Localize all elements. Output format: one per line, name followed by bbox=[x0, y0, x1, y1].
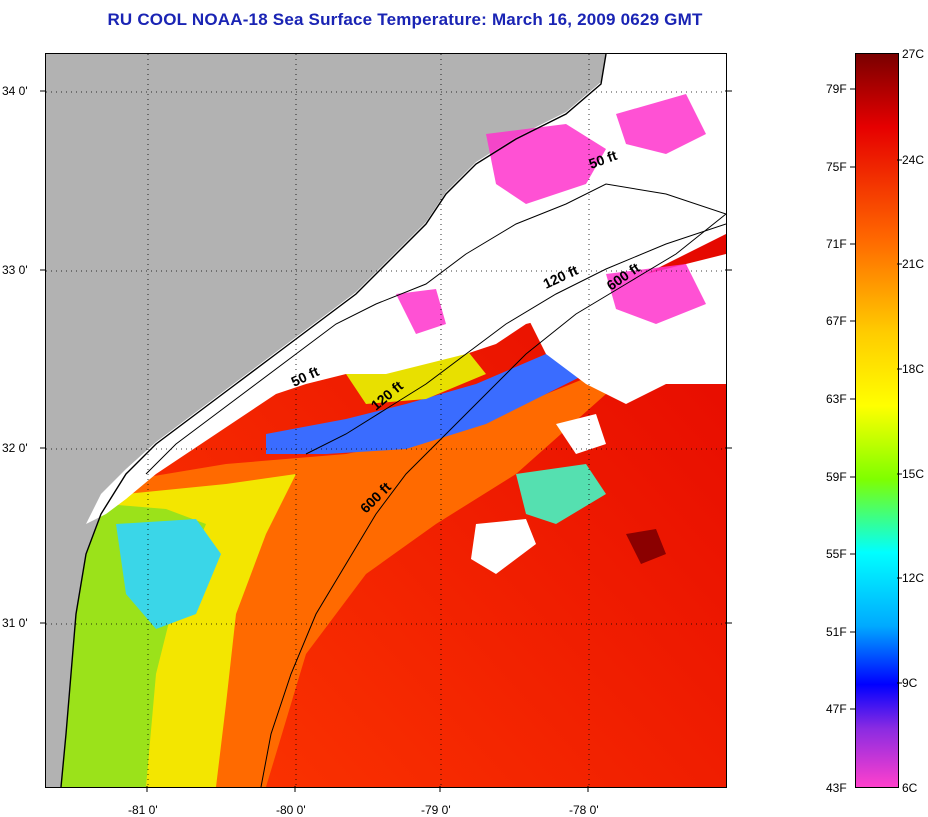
cold-patch-east bbox=[616, 94, 706, 154]
land bbox=[46, 54, 606, 787]
colorbar-label-55f: 55F bbox=[826, 547, 847, 561]
isobath-600ft bbox=[260, 213, 726, 787]
colorbar-label-71f: 71F bbox=[826, 237, 847, 251]
colorbar-label-51f: 51F bbox=[826, 625, 847, 639]
cold-patch-mid bbox=[606, 264, 706, 324]
cloud-patch-center bbox=[471, 519, 536, 574]
latitude-label-33: 33 0' bbox=[2, 263, 28, 277]
hot-spot bbox=[626, 529, 666, 564]
latitude-label-31: 31 0' bbox=[2, 616, 28, 630]
colorbar-label-63f: 63F bbox=[826, 392, 847, 406]
longitude-label-80: -80 0' bbox=[276, 803, 306, 817]
colorbar-label-21c: 21C bbox=[902, 257, 925, 271]
colorbar-label-43f: 43F bbox=[826, 781, 847, 795]
colorbar-label-24c: 24C bbox=[902, 153, 925, 167]
map-title: RU COOL NOAA-18 Sea Surface Temperature:… bbox=[107, 10, 703, 29]
colorbar-label-47f: 47F bbox=[826, 702, 847, 716]
isobath-50ft bbox=[145, 183, 726, 475]
longitude-label-79: -79 0' bbox=[421, 803, 451, 817]
colorbar-gradient bbox=[856, 54, 898, 787]
front-yellow-patch bbox=[346, 349, 486, 404]
colorbar-label-59f: 59F bbox=[826, 470, 847, 484]
cyan-patch-mid bbox=[516, 464, 606, 524]
colorbar-label-12c: 12C bbox=[902, 571, 925, 585]
colorbar-label-75f: 75F bbox=[826, 160, 847, 174]
sst-map[interactable]: 50 ft 120 ft 600 ft 50 ft 120 ft 600 ft bbox=[45, 53, 727, 788]
colorbar-label-18c: 18C bbox=[902, 362, 925, 376]
colorbar-label-15c: 15C bbox=[902, 467, 925, 481]
cold-patch-inshore bbox=[396, 289, 446, 334]
latitude-label-34: 34 0' bbox=[2, 84, 28, 98]
graticule bbox=[46, 54, 726, 787]
cold-patch-northeast bbox=[486, 124, 606, 204]
cloud-patch-west bbox=[556, 414, 606, 454]
latitude-label-32: 32 0' bbox=[2, 441, 28, 455]
cyan-patch-south bbox=[116, 519, 221, 629]
colorbar-label-9c: 9C bbox=[902, 676, 918, 690]
coastline bbox=[60, 54, 607, 787]
isobath-120ft bbox=[305, 223, 726, 455]
colorbar-label-67f: 67F bbox=[826, 314, 847, 328]
colorbar-label-79f: 79F bbox=[826, 82, 847, 96]
colorbar-label-27c: 27C bbox=[902, 47, 925, 61]
longitude-label-81: -81 0' bbox=[128, 803, 158, 817]
colorbar-label-6c: 6C bbox=[902, 781, 918, 795]
temperature-colorbar bbox=[855, 53, 899, 788]
longitude-label-78: -78 0' bbox=[569, 803, 599, 817]
sst-map-canvas: 50 ft 120 ft 600 ft 50 ft 120 ft 600 ft bbox=[46, 54, 726, 787]
